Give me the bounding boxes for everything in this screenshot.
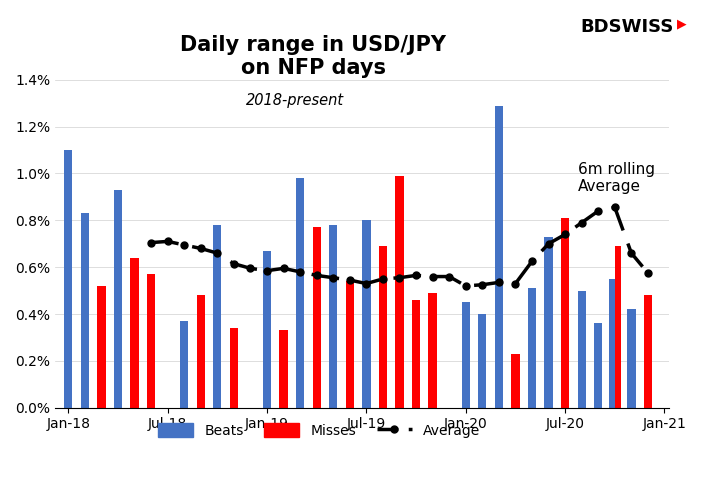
- Text: ▶: ▶: [677, 18, 687, 31]
- Bar: [644, 295, 652, 408]
- Bar: [462, 302, 470, 408]
- Title: Daily range in USD/JPY
on NFP days: Daily range in USD/JPY on NFP days: [180, 35, 446, 78]
- Bar: [379, 246, 387, 408]
- Bar: [329, 225, 338, 408]
- Bar: [345, 281, 354, 408]
- Bar: [64, 150, 72, 408]
- Bar: [279, 331, 288, 408]
- Bar: [609, 279, 615, 408]
- Bar: [615, 246, 621, 408]
- Bar: [131, 258, 139, 408]
- Bar: [197, 295, 205, 408]
- Bar: [544, 237, 552, 408]
- Bar: [180, 321, 188, 408]
- Bar: [230, 328, 238, 408]
- Bar: [263, 251, 271, 408]
- Bar: [114, 190, 122, 408]
- Bar: [511, 354, 519, 408]
- Bar: [312, 227, 321, 408]
- Bar: [627, 309, 635, 408]
- Bar: [594, 324, 602, 408]
- Bar: [478, 314, 486, 408]
- Bar: [412, 300, 420, 408]
- Bar: [296, 178, 304, 408]
- Bar: [147, 274, 155, 408]
- Bar: [213, 225, 221, 408]
- Legend: Beats, Misses, Average: Beats, Misses, Average: [153, 417, 486, 443]
- Bar: [395, 176, 404, 408]
- Bar: [428, 293, 437, 408]
- Bar: [528, 288, 536, 408]
- Bar: [362, 220, 371, 408]
- Bar: [495, 106, 503, 408]
- Text: 6m rolling
Average: 6m rolling Average: [578, 162, 656, 194]
- Bar: [561, 218, 569, 408]
- Text: BDSWISS: BDSWISS: [581, 18, 674, 36]
- Bar: [578, 291, 586, 408]
- Bar: [81, 213, 89, 408]
- Text: 2018-present: 2018-present: [246, 93, 344, 108]
- Bar: [97, 286, 105, 408]
